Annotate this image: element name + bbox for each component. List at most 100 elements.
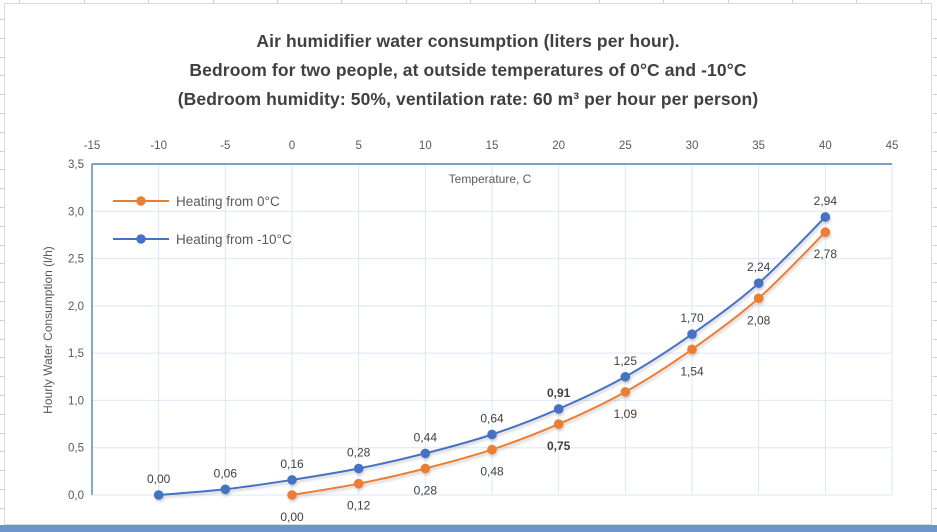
x-tick-label: 45	[886, 140, 899, 152]
gridline-stub	[933, 132, 937, 133]
y-tick-label: 0,5	[68, 443, 84, 455]
gridline-stub	[0, 207, 4, 208]
chart-title: Air humidifier water consumption (liters…	[4, 27, 932, 114]
gridline-stub	[0, 395, 4, 396]
gridline-stub	[0, 226, 4, 227]
x-tick-label: 30	[686, 140, 699, 152]
data-point[interactable]	[487, 429, 497, 440]
gridline-stub	[0, 451, 4, 452]
gridline-stub	[933, 451, 937, 452]
data-point[interactable]	[153, 490, 164, 500]
gridline-stub	[341, 0, 342, 3]
data-label: 0,75	[547, 439, 571, 453]
gridline-stub	[663, 0, 664, 3]
data-label: 0,44	[414, 430, 438, 444]
data-point[interactable]	[553, 404, 564, 414]
legend-item-heating-minus10[interactable]: Heating from -10°C	[113, 228, 292, 250]
gridline-stub	[933, 19, 937, 20]
data-label: 0,91	[547, 386, 571, 400]
x-tick-label: 40	[819, 140, 832, 152]
data-point[interactable]	[687, 329, 697, 340]
gridline-stub	[0, 320, 4, 321]
data-point[interactable]	[420, 463, 431, 474]
gridline-stub	[0, 433, 4, 434]
gridline-stub	[0, 470, 4, 471]
data-label: 1,70	[680, 311, 704, 325]
legend-item-heating-0[interactable]: Heating from 0°C	[113, 190, 292, 212]
gridline-stub	[406, 0, 407, 3]
data-point[interactable]	[487, 444, 497, 455]
x-tick-label: 0	[289, 140, 295, 152]
data-point[interactable]	[820, 212, 831, 222]
gridline-stub	[0, 113, 4, 114]
data-label: 2,94	[814, 194, 838, 208]
data-point[interactable]	[553, 419, 564, 429]
data-label: 0,64	[480, 411, 504, 425]
spreadsheet-row-fill-band	[0, 525, 937, 532]
gridline-stub	[933, 508, 937, 509]
x-tick-label: 15	[486, 140, 499, 152]
gridline-stub	[148, 0, 149, 3]
data-point[interactable]	[353, 463, 364, 474]
gridline-stub	[728, 0, 729, 3]
gridline-stub	[933, 245, 937, 246]
chart-legend: Heating from 0°C Heating from -10°C	[113, 190, 292, 266]
gridline-stub	[0, 376, 4, 377]
data-point[interactable]	[420, 448, 431, 459]
y-tick-label: 0,0	[68, 490, 84, 502]
data-point[interactable]	[820, 227, 831, 237]
x-tick-label: 5	[355, 140, 361, 152]
data-point[interactable]	[620, 371, 631, 382]
gridline-stub	[0, 357, 4, 358]
gridline-stub	[933, 470, 937, 471]
series-0	[287, 227, 831, 500]
gridline-stub	[933, 169, 937, 170]
data-point[interactable]	[753, 293, 764, 304]
gridline-stub	[0, 94, 4, 95]
gridline-stub	[0, 263, 4, 264]
gridline-stub	[0, 282, 4, 283]
data-label: 0,48	[480, 465, 504, 479]
x-tick-label: 10	[419, 140, 432, 152]
gridline-stub	[0, 38, 4, 39]
data-label: 0,28	[347, 446, 371, 460]
gridline-stub	[933, 320, 937, 321]
gridline-stub	[0, 414, 4, 415]
y-tick-label: 3,0	[68, 206, 84, 218]
gridline-stub	[921, 0, 922, 3]
data-point[interactable]	[287, 475, 297, 485]
gridline-stub	[0, 151, 4, 152]
gridline-stub	[856, 0, 857, 3]
gridline-stub	[0, 301, 4, 302]
x-tick-label: 35	[752, 140, 765, 152]
gridline-stub	[933, 282, 937, 283]
data-label: 2,08	[747, 313, 771, 327]
legend-label: Heating from 0°C	[176, 193, 280, 209]
gridline-stub	[0, 75, 4, 76]
data-label: 2,24	[747, 260, 771, 274]
legend-line-dot-icon-orange	[113, 196, 169, 206]
gridline-stub	[933, 414, 937, 415]
gridline-stub	[933, 38, 937, 39]
y-tick-label: 2,0	[68, 301, 84, 313]
gridline-stub	[0, 19, 4, 20]
gridline-stub	[0, 508, 4, 509]
data-point[interactable]	[353, 478, 364, 489]
gridline-stub	[933, 57, 937, 58]
gridline-stub	[599, 0, 600, 3]
data-point[interactable]	[753, 278, 764, 288]
data-label: 0,00	[280, 510, 304, 524]
data-label: 0,06	[214, 466, 238, 480]
gridline-stub	[19, 0, 20, 3]
data-point[interactable]	[287, 490, 297, 500]
data-label: 1,25	[614, 354, 638, 368]
y-tick-label: 1,5	[68, 348, 84, 360]
y-axis-title: Hourly Water Consumption (l/h)	[41, 246, 55, 414]
x-tick-label: 25	[619, 140, 632, 152]
data-point[interactable]	[220, 484, 231, 495]
gridline-stub	[933, 188, 937, 189]
data-point[interactable]	[620, 387, 631, 397]
gridline-stub	[470, 0, 471, 3]
data-point[interactable]	[687, 344, 697, 355]
